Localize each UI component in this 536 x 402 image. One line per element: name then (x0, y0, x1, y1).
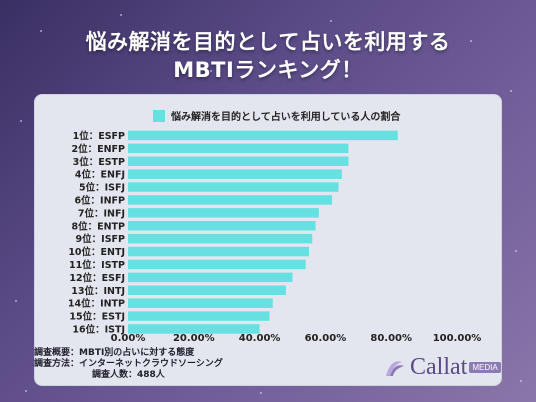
category-label: 16位：ISTJ (72, 323, 125, 335)
survey-notes: 調査概要：MBTI別の占いに対する態度 調査方法：インターネットクラウドソーシン… (34, 348, 223, 381)
category-label: 7位：INFJ (78, 207, 125, 219)
page-title: 悩み解消を目的として占いを利用する MBTIランキング！ (0, 28, 536, 84)
bar (128, 156, 349, 166)
title-line-1: 悩み解消を目的として占いを利用する (85, 30, 451, 54)
x-tick-label: 60.00% (305, 333, 347, 344)
bar (128, 272, 293, 283)
x-tick-label: 40.00% (239, 333, 281, 344)
logo-badge: MEDIA (469, 362, 501, 373)
callat-media-logo: Callat MEDIA (382, 354, 501, 381)
bar (128, 233, 313, 244)
category-label: 13位：INTJ (71, 285, 125, 297)
category-label: 8位：ENTP (72, 220, 126, 232)
bar (128, 130, 398, 141)
survey-summary: 調査概要：MBTI別の占いに対する態度 (34, 348, 195, 358)
bar (128, 298, 273, 308)
category-label: 15位：ESTJ (69, 311, 125, 323)
chart-legend: 悩み解消を目的として占いを利用している人の割合 (153, 108, 400, 123)
category-label: 9位：ISFP (76, 233, 125, 245)
bar (128, 182, 339, 192)
survey-method: 調査方法：インターネットクラウドソーシング (34, 359, 223, 369)
category-label: 2位：ENFP (71, 143, 125, 155)
legend-label: 悩み解消を目的として占いを利用している人の割合 (171, 112, 401, 123)
category-label: 6位：INFP (74, 194, 125, 206)
title-line-2: MBTIランキング！ (173, 58, 363, 82)
bar (128, 195, 332, 205)
bar (128, 324, 260, 334)
bar (128, 169, 342, 179)
bar (128, 285, 286, 295)
bar (128, 259, 306, 270)
bar (128, 311, 270, 321)
legend-swatch (153, 109, 165, 122)
bar (128, 221, 316, 231)
x-tick-label: 0.00% (111, 333, 146, 344)
logo-text: Callat (410, 354, 468, 380)
x-tick-label: 20.00% (173, 333, 215, 344)
bar (128, 246, 309, 257)
logo-mark-icon (386, 360, 404, 376)
bar (128, 208, 319, 218)
category-label: 12位：ESFJ (69, 272, 125, 284)
survey-respondents: 調査人数：488人 (92, 370, 165, 380)
category-label: 3位：ESTP (73, 156, 125, 168)
category-label: 11位：ISTP (69, 259, 125, 271)
category-label: 1位：ESFP (73, 130, 125, 142)
category-label: 14位：INTP (68, 298, 125, 310)
category-label: 10位：ENTJ (68, 246, 125, 258)
x-tick-label: 100.00% (433, 333, 482, 344)
bar (128, 143, 349, 154)
category-label: 5位：ISFJ (79, 182, 125, 194)
x-tick-label: 80.00% (370, 333, 412, 344)
category-label: 4位：ENFJ (75, 169, 125, 181)
